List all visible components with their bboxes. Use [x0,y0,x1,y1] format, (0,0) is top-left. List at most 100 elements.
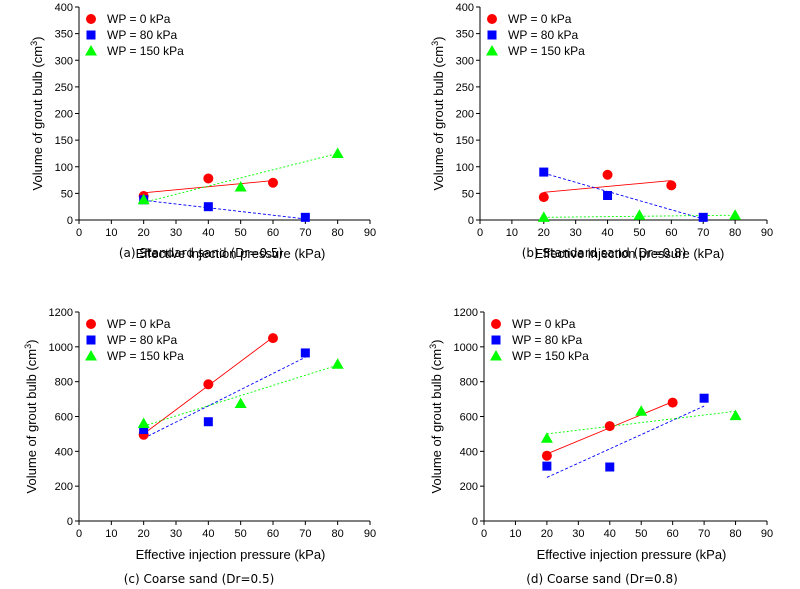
trend-line-circle [143,180,274,194]
x-tick-label: 40 [202,227,214,239]
x-tick-label: 50 [235,528,247,540]
x-tick-label: 50 [635,528,647,540]
legend-marker-triangle [85,45,97,56]
x-tick-label: 0 [481,528,487,540]
x-tick-label: 80 [729,528,741,540]
trend-line-square [143,199,306,220]
y-tick-label: 1200 [49,307,73,319]
data-point-square [300,348,310,358]
panel-caption: (b) Standard sand (Dr=0.8) [522,246,687,260]
x-tick-label: 20 [538,227,550,239]
x-tick-label: 10 [105,528,117,540]
data-point-square [139,425,149,435]
data-point-triangle [635,405,648,416]
legend-marker-circle [86,319,96,329]
x-tick-label: 90 [364,227,376,239]
data-point-square [539,167,549,177]
data-point-square [699,393,709,403]
data-point-triangle [331,358,344,369]
x-tick-label: 0 [477,227,483,239]
y-tick-label: 200 [55,481,73,493]
y-axis-label-text: Volume of grout bulb (cm [431,46,446,191]
x-tick-label: 50 [235,227,247,239]
data-point-circle [268,333,278,344]
legend-marker-square [86,335,96,345]
trend-line-square [143,356,306,439]
trend-line-triangle [143,153,338,203]
data-point-circle [602,169,613,180]
y-tick-label: 300 [456,55,474,67]
y-tick-label: 0 [67,215,73,227]
x-tick-label: 80 [729,227,741,239]
data-point-circle [541,450,552,461]
y-tick-label: 0 [468,215,474,227]
data-point-circle [203,173,214,184]
data-point-square [203,417,213,427]
y-tick-label: 200 [456,109,474,121]
data-point-circle [666,180,677,191]
x-tick-label: 80 [332,528,344,540]
data-point-triangle [540,432,553,443]
x-tick-label: 30 [570,227,582,239]
legend-marker-square [487,30,497,40]
y-tick-label: 200 [55,109,73,121]
y-axis-label-close: ) [30,37,45,41]
legend-marker-triangle [85,350,97,361]
data-point-square [605,462,615,472]
data-point-triangle [137,417,150,428]
y-tick-label: 800 [55,377,73,389]
x-tick-label: 40 [601,227,613,239]
x-tick-label: 30 [170,528,182,540]
x-tick-label: 0 [76,227,82,239]
data-point-triangle [234,180,247,192]
x-tick-label: 20 [541,528,553,540]
x-tick-label: 70 [299,227,311,239]
x-tick-label: 40 [202,528,214,540]
y-tick-label: 400 [55,2,73,14]
legend-label: WP = 0 kPa [107,12,171,26]
x-tick-label: 30 [572,528,584,540]
x-tick-label: 60 [667,528,679,540]
x-tick-label: 40 [604,528,616,540]
y-tick-label: 50 [61,188,73,200]
y-tick-label: 0 [472,516,478,528]
trend-line-triangle [143,364,338,427]
x-tick-label: 20 [138,528,150,540]
y-tick-label: 400 [456,2,474,14]
data-point-triangle [729,409,742,421]
data-point-circle [268,177,278,188]
y-axis-label-superscript: 3 [430,41,440,46]
y-tick-label: 400 [460,446,478,458]
x-axis-label: Effective injection pressure (kPa) [136,547,326,562]
trend-line-square [546,405,705,478]
legend-marker-triangle [490,350,502,361]
data-point-square [603,191,613,201]
y-tick-label: 150 [456,135,474,147]
legend-label: WP = 0 kPa [107,317,171,331]
data-point-triangle [137,193,150,205]
panel-caption: (a) Standard sand (Dr=0.5) [119,246,283,260]
legend-label: WP = 80 kPa [508,28,578,42]
trend-line-circle [543,180,672,193]
legend-label: WP = 150 kPa [107,44,184,58]
y-axis-label-superscript: 3 [29,41,39,46]
data-point-square [203,202,213,212]
data-point-square [698,212,708,222]
legend-label: WP = 0 kPa [508,12,572,26]
y-axis-label-text: Volume of grout bulb (cm [30,46,45,191]
x-tick-label: 10 [506,227,518,239]
y-tick-label: 600 [55,412,73,424]
legend-label: WP = 80 kPa [107,28,177,42]
y-tick-label: 100 [55,162,73,174]
x-axis-label: Effective injection pressure (kPa) [537,547,727,562]
y-axis-label-close: ) [24,340,39,344]
data-point-circle [604,421,615,432]
data-point-triangle [633,209,646,220]
data-point-triangle [331,147,344,158]
legend-marker-square [491,335,501,345]
y-axis-label-text: Volume of grout bulb (cm [429,349,444,494]
x-tick-label: 90 [761,227,773,239]
x-tick-label: 60 [267,528,279,540]
data-point-square [300,212,310,222]
data-point-circle [203,379,214,390]
